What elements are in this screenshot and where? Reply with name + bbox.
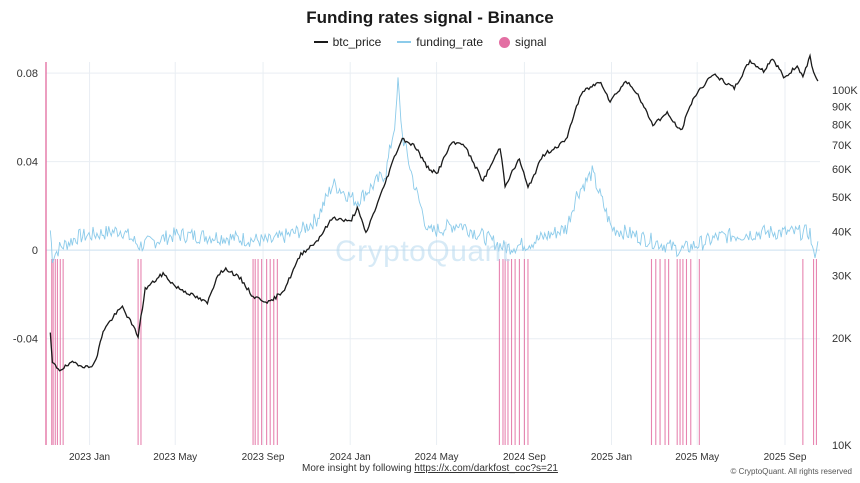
btc-price-line (49, 53, 819, 372)
x-tick-label: 2023 Jan (69, 452, 110, 463)
y-right-tick-label: 70K (832, 140, 852, 152)
legend-item-funding-rate[interactable]: funding_rate (397, 35, 483, 49)
y-right-tick-label: 30K (832, 271, 852, 283)
y-right-tick-label: 100K (832, 85, 858, 97)
x-tick-label: 2025 Sep (764, 452, 807, 463)
x-tick-label: 2023 May (153, 452, 197, 463)
x-tick-label: 2025 May (675, 452, 719, 463)
x-tick-label: 2024 May (415, 452, 459, 463)
signal-layer (45, 62, 817, 445)
legend-label-signal: signal (515, 35, 547, 49)
chart-legend: btc_price funding_rate signal (0, 35, 860, 49)
y-right-tick-label: 60K (832, 164, 852, 176)
y-left-tick-label: 0.08 (17, 68, 38, 80)
legend-item-btc-price[interactable]: btc_price (313, 35, 382, 49)
y-left-tick-label: -0.04 (13, 334, 38, 346)
copyright-text: © CryptoQuant. All rights reserved (730, 467, 853, 476)
footer-text: More insight by following (302, 463, 412, 474)
x-tick-label: 2023 Sep (242, 452, 285, 463)
y-left-tick-label: 0 (32, 245, 38, 257)
y-left-tick-label: 0.04 (17, 157, 38, 169)
y-right-tick-label: 80K (832, 119, 852, 131)
y-right-tick-label: 50K (832, 192, 852, 204)
footer-note: More insight by following https://x.com/… (0, 463, 860, 474)
legend-line-icon-btc-price (313, 41, 328, 43)
footer-link[interactable]: https://x.com/darkfost_coc?s=21 (414, 463, 558, 474)
chart-title: Funding rates signal - Binance (306, 8, 554, 27)
watermark-text: CryptoQuant (335, 235, 511, 268)
legend-label-btc-price: btc_price (332, 35, 382, 49)
y-right-tick-label: 20K (832, 333, 852, 345)
x-tick-label: 2025 Jan (591, 452, 632, 463)
legend-item-signal[interactable]: signal (499, 35, 546, 49)
y-right-tick-label: 10K (832, 440, 852, 452)
legend-label-funding-rate: funding_rate (416, 35, 484, 49)
y-right-tick-label: 90K (832, 101, 852, 113)
funding-rate-line (49, 77, 819, 263)
funding-rate-layer (49, 77, 819, 263)
btc-price-layer (49, 53, 819, 372)
legend-line-icon-funding-rate (397, 41, 412, 43)
axis-layer: 0.08 0.04 0 -0.04 2023 Jan 2023 May 2023 Sep 20… (13, 68, 858, 463)
y-right-tick-label: 40K (832, 226, 852, 238)
x-tick-label: 2024 Jan (330, 452, 371, 463)
x-tick-label: 2024 Sep (503, 452, 546, 463)
legend-dot-icon-signal (499, 36, 511, 48)
